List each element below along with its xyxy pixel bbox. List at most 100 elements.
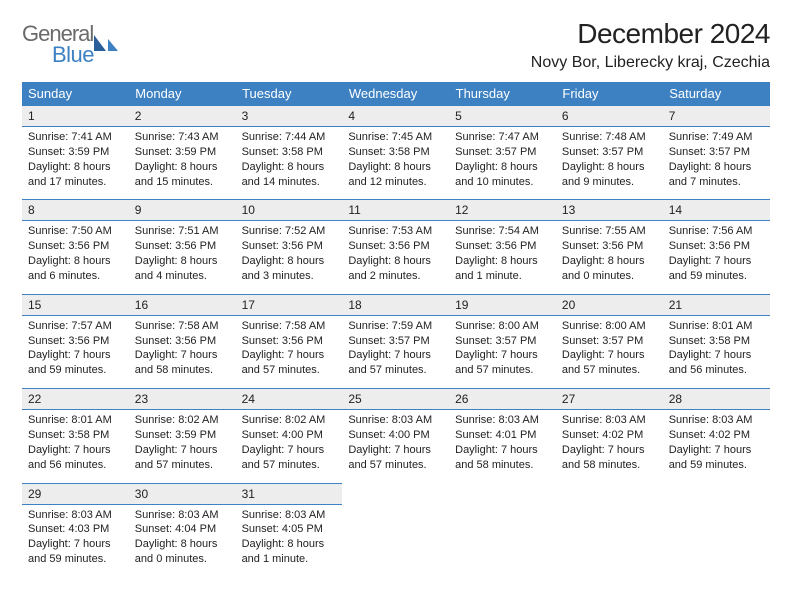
sunrise-line: Sunrise: 7:52 AM (242, 224, 337, 239)
day-detail-cell: Sunrise: 8:03 AMSunset: 4:02 PMDaylight:… (663, 410, 770, 483)
dow-header: Monday (129, 82, 236, 106)
sunrise-line: Sunrise: 8:00 AM (562, 319, 657, 334)
sunset-line: Sunset: 3:59 PM (28, 145, 123, 160)
sunset-line: Sunset: 3:56 PM (348, 239, 443, 254)
day-number-cell: 17 (236, 294, 343, 315)
sunrise-line: Sunrise: 7:48 AM (562, 130, 657, 145)
daylight-line: Daylight: 7 hours and 57 minutes. (242, 443, 337, 473)
daylight-line: Daylight: 7 hours and 57 minutes. (242, 348, 337, 378)
sunset-line: Sunset: 3:56 PM (135, 239, 230, 254)
sunset-line: Sunset: 3:58 PM (669, 334, 764, 349)
sunrise-line: Sunrise: 8:03 AM (348, 413, 443, 428)
sunrise-line: Sunrise: 8:01 AM (28, 413, 123, 428)
sunset-line: Sunset: 4:04 PM (135, 522, 230, 537)
sunrise-line: Sunrise: 8:02 AM (135, 413, 230, 428)
day-detail-cell: Sunrise: 8:00 AMSunset: 3:57 PMDaylight:… (449, 315, 556, 388)
daylight-line: Daylight: 7 hours and 57 minutes. (348, 443, 443, 473)
day-number-cell: 8 (22, 200, 129, 221)
daylight-line: Daylight: 7 hours and 56 minutes. (28, 443, 123, 473)
day-detail-cell: Sunrise: 7:47 AMSunset: 3:57 PMDaylight:… (449, 127, 556, 200)
day-number-cell: 18 (342, 294, 449, 315)
day-detail-cell: Sunrise: 7:43 AMSunset: 3:59 PMDaylight:… (129, 127, 236, 200)
day-number-cell: 26 (449, 389, 556, 410)
day-number-cell (663, 483, 770, 504)
sunset-line: Sunset: 3:56 PM (28, 239, 123, 254)
sunset-line: Sunset: 3:57 PM (348, 334, 443, 349)
week-head-row: 293031 (22, 483, 770, 504)
daylight-line: Daylight: 7 hours and 58 minutes. (135, 348, 230, 378)
daylight-line: Daylight: 8 hours and 4 minutes. (135, 254, 230, 284)
week-body-row: Sunrise: 7:57 AMSunset: 3:56 PMDaylight:… (22, 315, 770, 388)
day-detail-cell (449, 504, 556, 577)
day-number-cell: 28 (663, 389, 770, 410)
day-number-cell: 20 (556, 294, 663, 315)
daylight-line: Daylight: 7 hours and 59 minutes. (669, 443, 764, 473)
day-number-cell: 21 (663, 294, 770, 315)
week-head-row: 891011121314 (22, 200, 770, 221)
sunset-line: Sunset: 3:56 PM (669, 239, 764, 254)
day-detail-cell: Sunrise: 7:44 AMSunset: 3:58 PMDaylight:… (236, 127, 343, 200)
day-number-cell: 2 (129, 106, 236, 127)
sunrise-line: Sunrise: 8:03 AM (135, 508, 230, 523)
day-detail-cell: Sunrise: 8:03 AMSunset: 4:00 PMDaylight:… (342, 410, 449, 483)
sunset-line: Sunset: 3:58 PM (348, 145, 443, 160)
day-number-cell: 7 (663, 106, 770, 127)
sunrise-line: Sunrise: 7:43 AM (135, 130, 230, 145)
daylight-line: Daylight: 8 hours and 12 minutes. (348, 160, 443, 190)
logo: General Blue (22, 18, 122, 66)
week-head-row: 1234567 (22, 106, 770, 127)
sunset-line: Sunset: 4:02 PM (669, 428, 764, 443)
day-detail-cell (663, 504, 770, 577)
day-number-cell: 4 (342, 106, 449, 127)
week-body-row: Sunrise: 8:03 AMSunset: 4:03 PMDaylight:… (22, 504, 770, 577)
daylight-line: Daylight: 8 hours and 7 minutes. (669, 160, 764, 190)
day-detail-cell: Sunrise: 8:03 AMSunset: 4:05 PMDaylight:… (236, 504, 343, 577)
sunset-line: Sunset: 3:56 PM (242, 334, 337, 349)
daylight-line: Daylight: 7 hours and 59 minutes. (28, 537, 123, 567)
sunrise-line: Sunrise: 8:00 AM (455, 319, 550, 334)
sunrise-line: Sunrise: 8:03 AM (455, 413, 550, 428)
day-number-cell: 30 (129, 483, 236, 504)
day-of-week-row: SundayMondayTuesdayWednesdayThursdayFrid… (22, 82, 770, 106)
sunset-line: Sunset: 3:57 PM (562, 145, 657, 160)
daylight-line: Daylight: 7 hours and 58 minutes. (562, 443, 657, 473)
day-detail-cell: Sunrise: 8:01 AMSunset: 3:58 PMDaylight:… (663, 315, 770, 388)
sunset-line: Sunset: 4:02 PM (562, 428, 657, 443)
sunset-line: Sunset: 3:56 PM (28, 334, 123, 349)
daylight-line: Daylight: 7 hours and 58 minutes. (455, 443, 550, 473)
sunrise-line: Sunrise: 7:41 AM (28, 130, 123, 145)
sunrise-line: Sunrise: 7:50 AM (28, 224, 123, 239)
day-number-cell: 12 (449, 200, 556, 221)
daylight-line: Daylight: 8 hours and 0 minutes. (562, 254, 657, 284)
sunrise-line: Sunrise: 7:54 AM (455, 224, 550, 239)
day-number-cell: 23 (129, 389, 236, 410)
sunrise-line: Sunrise: 7:51 AM (135, 224, 230, 239)
day-detail-cell: Sunrise: 8:00 AMSunset: 3:57 PMDaylight:… (556, 315, 663, 388)
sunset-line: Sunset: 3:57 PM (455, 334, 550, 349)
sunrise-line: Sunrise: 8:02 AM (242, 413, 337, 428)
day-number-cell: 16 (129, 294, 236, 315)
daylight-line: Daylight: 7 hours and 57 minutes. (135, 443, 230, 473)
dow-header: Saturday (663, 82, 770, 106)
sunrise-line: Sunrise: 8:03 AM (669, 413, 764, 428)
sunrise-line: Sunrise: 8:01 AM (669, 319, 764, 334)
day-number-cell (449, 483, 556, 504)
sunset-line: Sunset: 4:01 PM (455, 428, 550, 443)
day-detail-cell: Sunrise: 8:02 AMSunset: 3:59 PMDaylight:… (129, 410, 236, 483)
sunrise-line: Sunrise: 7:57 AM (28, 319, 123, 334)
day-number-cell: 24 (236, 389, 343, 410)
sunset-line: Sunset: 3:57 PM (669, 145, 764, 160)
sunset-line: Sunset: 3:59 PM (135, 428, 230, 443)
daylight-line: Daylight: 7 hours and 59 minutes. (28, 348, 123, 378)
day-detail-cell: Sunrise: 8:03 AMSunset: 4:03 PMDaylight:… (22, 504, 129, 577)
day-number-cell: 27 (556, 389, 663, 410)
day-number-cell: 9 (129, 200, 236, 221)
week-body-row: Sunrise: 7:50 AMSunset: 3:56 PMDaylight:… (22, 221, 770, 294)
sunset-line: Sunset: 3:58 PM (28, 428, 123, 443)
day-number-cell: 19 (449, 294, 556, 315)
daylight-line: Daylight: 7 hours and 57 minutes. (562, 348, 657, 378)
day-number-cell: 5 (449, 106, 556, 127)
day-detail-cell: Sunrise: 8:03 AMSunset: 4:01 PMDaylight:… (449, 410, 556, 483)
day-detail-cell (556, 504, 663, 577)
daylight-line: Daylight: 8 hours and 17 minutes. (28, 160, 123, 190)
